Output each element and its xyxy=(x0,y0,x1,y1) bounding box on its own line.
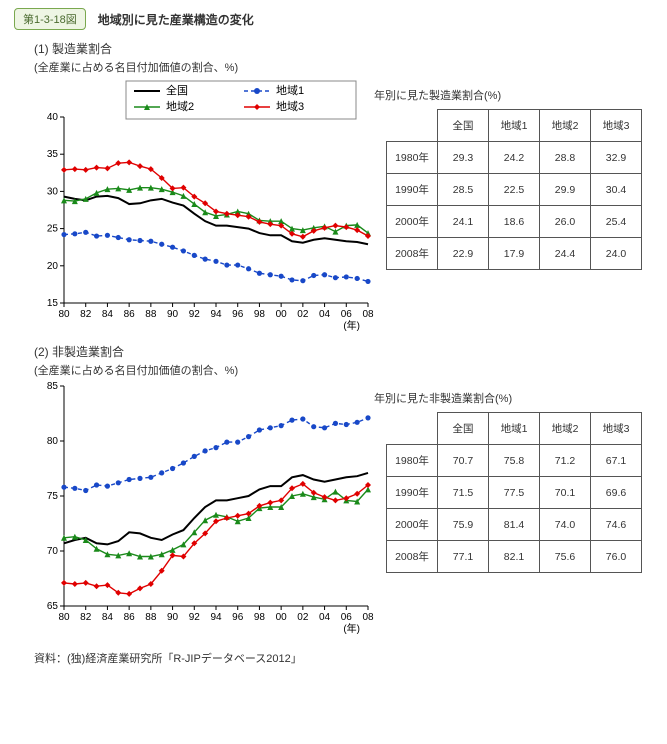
svg-text:86: 86 xyxy=(124,612,136,623)
svg-text:90: 90 xyxy=(167,309,179,320)
table2: 全国地域1地域2地域31980年70.775.871.267.11990年71.… xyxy=(386,412,642,573)
svg-text:全国: 全国 xyxy=(166,83,188,97)
svg-text:地域2: 地域2 xyxy=(166,100,194,113)
svg-text:00: 00 xyxy=(276,309,288,320)
svg-text:25: 25 xyxy=(47,224,59,235)
svg-text:(年): (年) xyxy=(343,622,360,635)
section-manufacturing: (1) 製造業割合 (全産業に占める名目付加価値の割合、%) 15 20 25 30 3… xyxy=(34,40,653,337)
svg-text:98: 98 xyxy=(254,309,266,320)
svg-text:08: 08 xyxy=(362,612,374,623)
svg-text:84: 84 xyxy=(102,309,114,320)
svg-text:地域3: 地域3 xyxy=(276,100,304,113)
svg-text:92: 92 xyxy=(189,612,201,623)
svg-text:65: 65 xyxy=(47,601,59,612)
svg-text:04: 04 xyxy=(319,309,331,320)
svg-text:02: 02 xyxy=(297,612,309,623)
section2-subtitle: (全産業に占める名目付加価値の割合、%) xyxy=(34,362,653,378)
svg-text:06: 06 xyxy=(341,309,353,320)
section-nonmanufacturing: (2) 非製造業割合 (全産業に占める名目付加価値の割合、%) 65 70 75 80… xyxy=(34,343,653,640)
table2-title: 年別に見た非製造業割合(%) xyxy=(374,390,642,406)
svg-text:15: 15 xyxy=(47,298,59,309)
table1-title: 年別に見た製造業割合(%) xyxy=(374,87,642,103)
svg-text:92: 92 xyxy=(189,309,201,320)
svg-text:86: 86 xyxy=(124,309,136,320)
svg-text:90: 90 xyxy=(167,612,179,623)
svg-text:85: 85 xyxy=(47,381,59,392)
figure-title: 地域別に見た産業構造の変化 xyxy=(98,11,254,28)
svg-text:00: 00 xyxy=(276,612,288,623)
svg-text:30: 30 xyxy=(47,186,59,197)
table1-wrap: 年別に見た製造業割合(%) 全国地域1地域2地域31980年29.324.228… xyxy=(374,77,642,270)
svg-text:20: 20 xyxy=(47,261,59,272)
chart1: 15 20 25 30 35 40 80 82 84 86 88 90 92 94 96 98 00 02 04 06… xyxy=(34,77,374,337)
svg-text:96: 96 xyxy=(232,612,244,623)
svg-text:98: 98 xyxy=(254,612,266,623)
chart2: 65 70 75 80 85 80 82 84 86 88 90 92 94 96 98 00 02 04 06 08… xyxy=(34,380,374,640)
svg-text:80: 80 xyxy=(47,436,59,447)
svg-text:35: 35 xyxy=(47,149,59,160)
svg-text:94: 94 xyxy=(210,309,222,320)
svg-text:02: 02 xyxy=(297,309,309,320)
svg-text:96: 96 xyxy=(232,309,244,320)
svg-text:70: 70 xyxy=(47,546,59,557)
svg-text:80: 80 xyxy=(58,309,70,320)
section2-title: (2) 非製造業割合 xyxy=(34,343,653,360)
svg-text:地域1: 地域1 xyxy=(276,84,304,97)
svg-text:40: 40 xyxy=(47,112,59,123)
svg-text:75: 75 xyxy=(47,491,59,502)
figure-tag: 第1-3-18図 xyxy=(14,8,86,30)
section1-title: (1) 製造業割合 xyxy=(34,40,653,57)
svg-text:04: 04 xyxy=(319,612,331,623)
table1: 全国地域1地域2地域31980年29.324.228.832.91990年28.… xyxy=(386,109,642,270)
footnote: 資料：(独)経済産業研究所「R-JIPデータベース2012」 xyxy=(34,650,653,666)
svg-text:(年): (年) xyxy=(343,319,360,332)
svg-text:08: 08 xyxy=(362,309,374,320)
svg-text:84: 84 xyxy=(102,612,114,623)
table2-wrap: 年別に見た非製造業割合(%) 全国地域1地域2地域31980年70.775.87… xyxy=(374,380,642,573)
svg-text:82: 82 xyxy=(80,309,92,320)
svg-text:88: 88 xyxy=(145,612,157,623)
figure-header: 第1-3-18図 地域別に見た産業構造の変化 xyxy=(14,8,653,30)
svg-text:06: 06 xyxy=(341,612,353,623)
svg-text:82: 82 xyxy=(80,612,92,623)
svg-text:80: 80 xyxy=(58,612,70,623)
svg-text:94: 94 xyxy=(210,612,222,623)
svg-text:88: 88 xyxy=(145,309,157,320)
section1-subtitle: (全産業に占める名目付加価値の割合、%) xyxy=(34,59,653,75)
